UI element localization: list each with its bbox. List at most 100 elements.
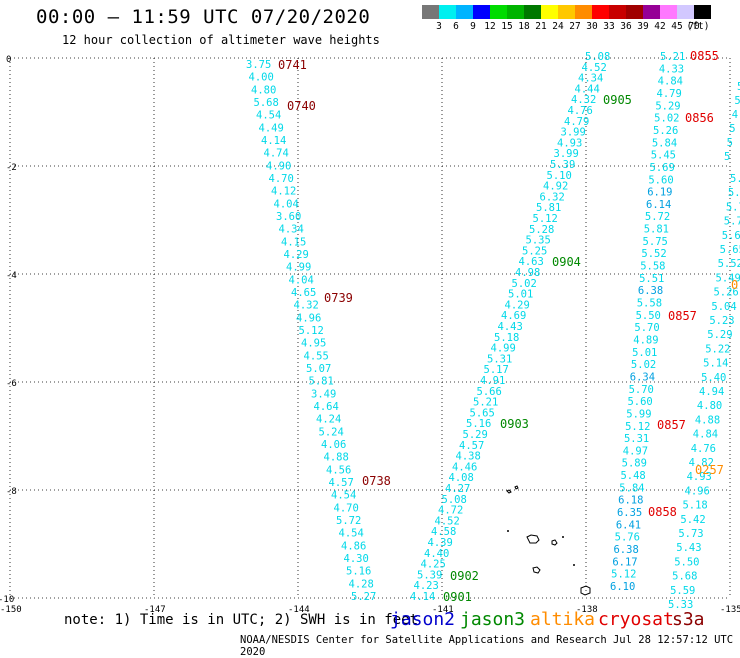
swh-value-track-b: 4.52 [435,515,460,527]
swh-value-track-a: 4.34 [279,224,304,236]
colorbar-label: 3 [436,21,442,32]
swh-value-track-c: 6.38 [613,544,638,556]
swh-value-track-c: 5.60 [648,174,673,186]
colorbar-swatch [456,5,473,19]
swh-value-track-a: 3.49 [311,388,336,400]
swh-value-track-b: 5.17 [484,364,509,376]
y-tick-label: -10 [0,595,14,605]
swh-value-track-a: 4.80 [251,84,276,96]
swh-value-track-b: 4.39 [428,537,453,549]
swh-value-track-a: 5.81 [309,376,334,388]
swh-value-track-a: 4.30 [344,553,369,565]
island-outline [532,566,541,574]
swh-value-track-b: 5.81 [536,202,561,214]
swh-value-track-c: 5.72 [645,211,670,223]
swh-value-track-a: 4.54 [339,528,364,540]
island-outline [514,485,519,490]
swh-value-track-b: 6.32 [540,191,565,203]
colorbar-swatch [677,5,694,19]
colorbar-label: 21 [535,21,547,32]
header-subtitle: 12 hour collection of altimeter wave hei… [62,33,380,47]
colorbar-swatch [524,5,541,19]
swh-value-track-c: 6.34 [630,371,655,383]
colorbar-swatch [507,5,524,19]
swh-value-track-a: 4.29 [284,249,309,261]
swh-value-track-d: 5.60 [722,230,740,242]
colorbar-label: 6 [453,21,459,32]
swh-value-track-d: 5.42 [680,514,705,526]
swh-value-track-a: 4.55 [304,350,329,362]
credit-line: NOAA/NESDIS Center for Satellite Applica… [240,634,734,658]
swh-value-track-d: 5.59 [670,585,695,597]
time-label: 0857 [657,418,686,432]
swh-value-track-a: 4.70 [269,173,294,185]
x-tick-label: -141 [432,605,454,615]
swh-value-track-c: 5.12 [625,421,650,433]
time-label: 0739 [324,291,353,305]
swh-value-track-b: 4.44 [575,83,600,95]
swh-value-track-c: 4.84 [658,76,683,88]
colorbar-label: 27 [569,21,581,32]
swh-value-track-c: 5.58 [640,261,665,273]
swh-value-track-b: 4.91 [480,375,505,387]
swh-value-track-c: 4.89 [633,334,658,346]
swh-value-track-a: 4.04 [289,274,314,286]
swh-value-track-b: 5.18 [494,332,519,344]
swh-value-track-a: 4.86 [341,540,366,552]
colorbar-label: 9 [470,21,476,32]
time-label: 0902 [450,569,479,583]
swh-value-track-a: 4.70 [334,502,359,514]
swh-value-track-d: 5.14 [703,358,728,370]
swh-value-track-b: 4.34 [578,73,603,85]
swh-value-track-b: 4.29 [505,299,530,311]
swh-value-track-d: 5.18 [682,500,707,512]
colorbar-label: 39 [637,21,649,32]
swh-value-track-d: 5.40 [701,372,726,384]
swh-value-track-b: 5.21 [473,397,498,409]
island-dot [507,530,509,532]
time-label: 0904 [552,255,581,269]
colorbar-swatch [592,5,609,19]
swh-value-track-b: 3.99 [554,148,579,160]
swh-value-track-c: 4.97 [623,445,648,457]
swh-value-track-b: 5.35 [526,235,551,247]
colorbar-swatch [558,5,575,19]
swh-value-track-a: 5.68 [254,97,279,109]
swh-value-track-d: 5.26 [713,287,738,299]
time-label: 0257 [695,463,724,477]
colorbar-swatch [439,5,456,19]
time-label: 0738 [362,474,391,488]
swh-value-track-a: 3.75 [246,59,271,71]
swh-value-track-c: 5.31 [624,433,649,445]
swh-value-track-b: 5.65 [470,407,495,419]
swh-value-track-d: 5.73 [678,528,703,540]
swh-value-track-d: 4.94 [699,386,724,398]
swh-value-track-b: 4.58 [431,526,456,538]
colorbar-label: 30 [586,21,598,32]
swh-value-track-a: 4.57 [329,477,354,489]
swh-value-track-e: 5 [737,81,740,93]
swh-value-track-d: 5.50 [674,556,699,568]
swh-value-track-b: 5.16 [466,418,491,430]
swh-value-track-b: 5.10 [547,170,572,182]
swh-value-track-d: 4.84 [693,429,718,441]
swh-value-track-b: 4.46 [452,461,477,473]
swh-value-track-c: 5.51 [639,273,664,285]
swh-value-track-c: 5.02 [631,359,656,371]
swh-value-track-b: 5.12 [533,213,558,225]
colorbar-swatch [473,5,490,19]
swh-value-track-b: 5.25 [522,245,547,257]
swh-value-track-c: 5.58 [637,298,662,310]
swh-value-track-c: 5.26 [653,125,678,137]
swh-value-track-a: 4.54 [256,110,281,122]
x-tick-label: -150 [0,605,22,615]
y-tick-label: -6 [6,379,17,389]
swh-value-track-a: 4.12 [271,186,296,198]
time-label: 0741 [278,58,307,72]
y-tick-label: -8 [6,487,17,497]
swh-value-track-c: 5.60 [627,396,652,408]
swh-value-track-d: 5.73 [724,216,740,228]
swh-value-track-e: 5 [734,95,740,107]
colorbar-label: 33 [603,21,615,32]
